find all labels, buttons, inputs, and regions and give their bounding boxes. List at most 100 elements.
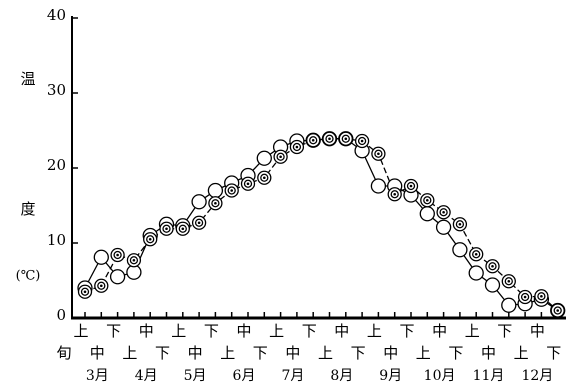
marker-ring xyxy=(491,264,494,268)
marker xyxy=(143,232,158,247)
marker-ring xyxy=(556,309,559,312)
x-tick-label: 下 xyxy=(204,322,219,340)
marker-ring xyxy=(426,198,429,202)
marker xyxy=(109,269,126,285)
x-tick-label: 上 xyxy=(367,322,382,340)
marker xyxy=(191,215,207,230)
month-label: 4月 xyxy=(135,368,158,384)
y-axis-label: 度 xyxy=(20,200,35,218)
marker xyxy=(159,221,174,236)
x-tick-label: 下 xyxy=(351,344,366,362)
x-tick-label: 中 xyxy=(334,322,349,340)
marker xyxy=(354,133,370,149)
marker-ring xyxy=(442,210,445,214)
marker xyxy=(501,297,517,313)
x-tick-label: 上 xyxy=(514,344,529,362)
x-tick-label: 下 xyxy=(448,344,463,362)
marker-ring xyxy=(523,295,527,299)
x-tick-label: 上 xyxy=(416,344,431,362)
x-tick-label: 中 xyxy=(285,344,300,362)
marker xyxy=(224,183,239,198)
marker xyxy=(419,206,435,222)
x-tick-label: 上 xyxy=(220,344,235,362)
marker-ring xyxy=(540,294,543,298)
marker-ring xyxy=(181,227,185,231)
x-tick-label: 下 xyxy=(546,344,561,362)
y-tick-label: 30 xyxy=(47,81,66,99)
x-axis-label: 旬 xyxy=(56,344,71,362)
x-tick-label: 中 xyxy=(90,344,105,362)
marker-ring xyxy=(507,279,511,283)
month-label: 3月 xyxy=(86,368,109,384)
marker-ring xyxy=(165,227,168,231)
marker xyxy=(469,247,484,262)
marker xyxy=(273,149,288,164)
x-tick-label: 中 xyxy=(383,344,398,362)
marker xyxy=(403,178,419,194)
x-tick-label: 中 xyxy=(188,344,203,362)
marker-ring xyxy=(83,290,87,294)
marker xyxy=(240,176,256,191)
month-label: 7月 xyxy=(281,368,304,384)
marker-ring xyxy=(377,152,380,156)
marker-ring xyxy=(246,182,250,186)
marker-ring xyxy=(132,258,136,262)
x-tick-label: 上 xyxy=(73,322,88,340)
marker xyxy=(387,187,402,202)
marker-ring xyxy=(360,139,364,143)
marker-ring xyxy=(393,192,397,196)
marker xyxy=(452,242,468,258)
marker-ring xyxy=(214,201,217,205)
y-tick-label: 0 xyxy=(56,306,66,324)
x-tick-label: 下 xyxy=(302,322,317,340)
month-label: 10月 xyxy=(424,368,456,384)
marker xyxy=(436,205,451,220)
x-tick-label: 上 xyxy=(171,322,186,340)
marker xyxy=(550,303,565,318)
marker xyxy=(126,253,142,268)
marker-ring xyxy=(295,145,299,149)
month-label: 8月 xyxy=(330,368,353,384)
marker xyxy=(370,178,387,194)
marker xyxy=(338,131,353,146)
marker-ring xyxy=(409,184,413,188)
month-label: 12月 xyxy=(521,368,553,384)
marker xyxy=(484,277,501,293)
y-axis-label: 温 xyxy=(20,70,35,88)
marker-ring xyxy=(279,155,282,159)
marker xyxy=(208,196,223,211)
marker-ring xyxy=(328,137,331,141)
marker xyxy=(501,274,516,289)
marker xyxy=(435,219,452,235)
y-axis-label: (℃) xyxy=(16,269,41,284)
marker-ring xyxy=(148,237,152,241)
x-tick-label: 上 xyxy=(465,322,480,340)
marker xyxy=(371,146,386,161)
y-tick-label: 20 xyxy=(47,156,66,174)
marker xyxy=(191,194,207,210)
marker xyxy=(306,133,321,148)
marker-ring xyxy=(474,252,478,256)
y-tick-label: 10 xyxy=(47,231,66,249)
marker-ring xyxy=(344,137,348,141)
marker xyxy=(175,221,190,236)
y-tick-label: 40 xyxy=(47,6,66,24)
marker xyxy=(110,247,125,263)
marker-ring xyxy=(116,253,119,257)
marker xyxy=(207,182,224,199)
marker xyxy=(256,150,272,166)
marker xyxy=(420,193,435,208)
x-tick-label: 中 xyxy=(236,322,251,340)
marker xyxy=(485,259,500,274)
month-label: 9月 xyxy=(379,368,402,384)
x-tick-label: 上 xyxy=(122,344,137,362)
x-tick-label: 下 xyxy=(253,344,268,362)
x-tick-label: 中 xyxy=(530,322,545,340)
marker-ring xyxy=(197,221,201,225)
marker-ring xyxy=(100,284,103,288)
month-label: 5月 xyxy=(184,368,207,384)
marker xyxy=(257,170,272,185)
x-tick-label: 上 xyxy=(318,344,333,362)
x-tick-label: 中 xyxy=(139,322,154,340)
